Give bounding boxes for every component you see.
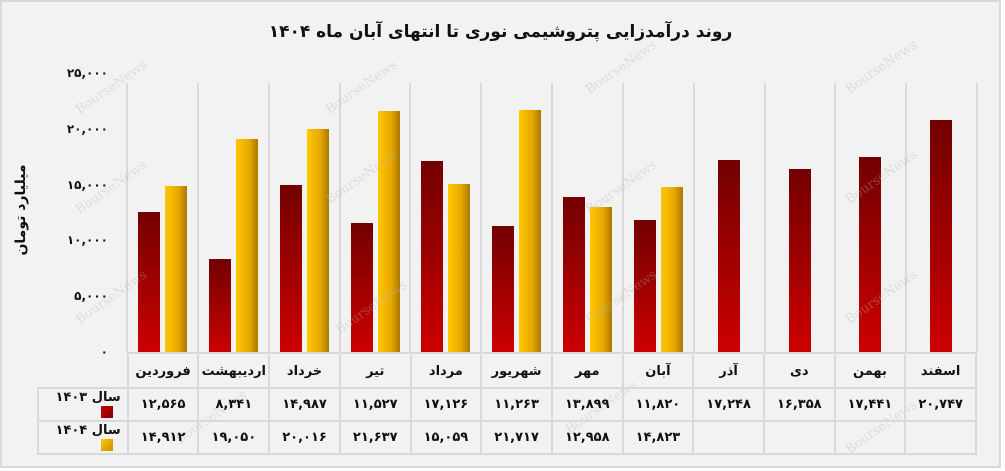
table-cell-1404 <box>762 420 836 455</box>
month-header: مرداد <box>409 355 483 389</box>
grid-line <box>338 83 341 352</box>
month-header: فروردین <box>126 355 200 389</box>
bar-1403 <box>492 226 515 352</box>
bar-1403 <box>279 184 302 352</box>
month-header: مهر <box>550 355 624 389</box>
y-tick: ۲۵,۰۰۰ <box>66 66 108 80</box>
table-cell-1403: ۱۷,۱۲۶ <box>409 387 483 422</box>
y-tick: ۱۰,۰۰۰ <box>66 233 108 248</box>
bar-1404 <box>519 109 542 352</box>
table-cell-1404: ۲۰,۰۱۶ <box>268 420 341 455</box>
bar-1403 <box>788 169 811 352</box>
bar-1403 <box>717 159 740 352</box>
table-cell-1404: ۲۱,۷۱۷ <box>480 420 553 455</box>
month-header: بهمن <box>833 355 907 389</box>
table-cell-1404: ۱۴,۹۱۲ <box>126 420 200 455</box>
table-cell-1403: ۱۲,۵۶۵ <box>126 387 200 422</box>
table-cell-1404: ۱۹,۰۵۰ <box>197 420 271 455</box>
grid-line <box>692 83 695 352</box>
bar-1403 <box>563 196 585 352</box>
table-cell-1403: ۱۷,۲۴۸ <box>692 387 765 422</box>
grid-line <box>976 83 978 352</box>
grid-line <box>834 83 837 352</box>
table-cell-1403: ۸,۳۴۱ <box>197 387 271 422</box>
bar-1403 <box>633 220 656 352</box>
month-header: تیر <box>338 355 412 389</box>
bar-1404 <box>448 183 471 352</box>
x-axis-baseline <box>127 352 977 354</box>
grid-line <box>905 83 908 352</box>
grid-line <box>621 83 624 352</box>
table-cell-1404 <box>904 420 977 455</box>
table-cell-1404: ۱۲,۹۵۸ <box>550 420 624 455</box>
table-row-1404: سال ۱۴۰۴ ۱۴,۹۱۲ ۱۹,۰۵۰ ۲۰,۰۱۶ ۲۱,۶۳۷ ۱۵,۰۵۹ ۲… <box>37 420 977 455</box>
grid-line <box>480 83 483 352</box>
legend-swatch-1404-icon <box>100 439 113 451</box>
month-header: خرداد <box>268 355 341 389</box>
table-row-1403: سال ۱۴۰۳ ۱۲,۵۶۵ ۸,۳۴۱ ۱۴,۹۸۷ ۱۱,۵۲۷ ۱۷,۱۲۶ ۱۱… <box>37 387 977 422</box>
bar-1403 <box>350 223 373 352</box>
y-tick: ۵,۰۰۰ <box>74 289 108 304</box>
table-cell-1403: ۱۱,۸۲۰ <box>621 387 695 422</box>
legend-1404: سال ۱۴۰۴ <box>37 420 129 455</box>
y-tick: ۱۵,۰۰۰ <box>66 177 108 192</box>
bar-1404 <box>165 185 187 352</box>
grid-line <box>126 83 128 352</box>
bar-1403 <box>138 211 160 352</box>
table-cell-1403: ۱۱,۲۶۳ <box>480 387 553 422</box>
legend-1403: سال ۱۴۰۳ <box>37 387 129 422</box>
month-header: آبان <box>621 355 695 389</box>
table-cell-1403: ۱۶,۳۵۸ <box>762 387 836 422</box>
table-cell-1404: ۱۴,۸۲۳ <box>621 420 695 455</box>
grid-line <box>196 83 199 352</box>
bar-1404 <box>306 128 329 352</box>
table-cell-1404: ۲۱,۶۳۷ <box>338 420 412 455</box>
grid-line <box>763 83 766 352</box>
table-corner <box>38 355 129 389</box>
y-tick: ۰ <box>100 345 108 359</box>
legend-swatch-1403-icon <box>100 406 113 418</box>
table-cell-1404: ۱۵,۰۵۹ <box>409 420 483 455</box>
table-cell-1404 <box>833 420 907 455</box>
month-header: آذر <box>692 355 765 389</box>
bar-1403 <box>859 157 882 352</box>
month-header: شهریور <box>480 355 553 389</box>
grid-line <box>267 83 270 352</box>
legend-label-1403: سال ۱۴۰۳ <box>55 389 121 405</box>
table-cell-1403: ۲۰,۷۴۷ <box>904 387 977 422</box>
bar-1404 <box>660 186 683 352</box>
bar-1403 <box>208 258 231 352</box>
table-header-row: فروردین اردیبهشت خرداد تیر مرداد شهریور مهر آبا… <box>38 355 977 389</box>
plot-area <box>126 73 978 354</box>
month-header: اسفند <box>904 355 977 389</box>
table-cell-1403: ۱۳,۸۹۹ <box>550 387 624 422</box>
table-cell-1403: ۱۱,۵۲۷ <box>338 387 412 422</box>
bar-1404 <box>590 207 612 352</box>
grid-line <box>551 83 553 352</box>
table-cell-1404 <box>692 420 765 455</box>
bar-1403 <box>930 120 953 352</box>
data-table: فروردین اردیبهشت خرداد تیر مرداد شهریور مهر آبا… <box>37 355 977 455</box>
legend-label-1404: سال ۱۴۰۴ <box>55 422 121 438</box>
month-header: دی <box>762 355 836 389</box>
table-cell-1403: ۱۴,۹۸۷ <box>268 387 341 422</box>
table-cell-1403: ۱۷,۴۴۱ <box>833 387 907 422</box>
grid-line <box>409 83 412 352</box>
bar-1403 <box>421 160 444 352</box>
bar-1404 <box>377 110 400 352</box>
bar-1404 <box>235 139 258 352</box>
chart-title: روند درآمدزایی پتروشیمی نوری تا انتهای آ… <box>268 22 733 42</box>
y-tick: ۲۰,۰۰۰ <box>66 121 108 136</box>
y-axis-label: میلیارد تومان <box>13 164 29 256</box>
month-header: اردیبهشت <box>197 355 271 389</box>
